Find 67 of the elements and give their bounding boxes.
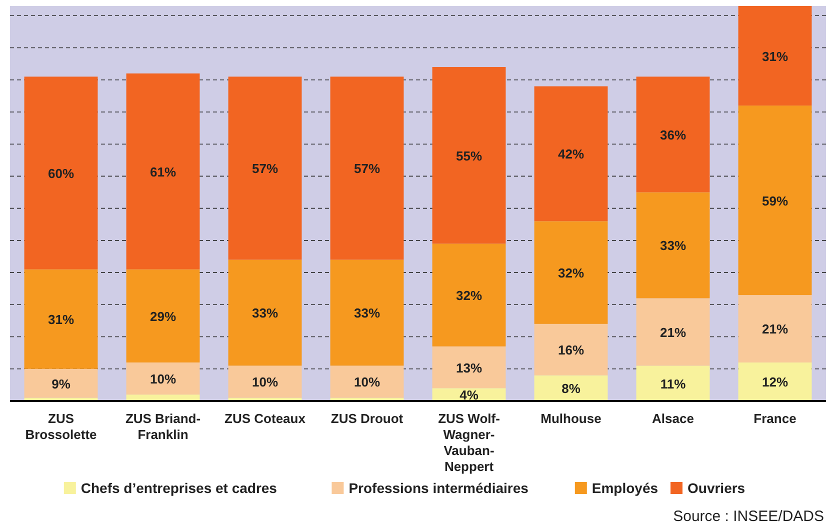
data-label: 12% [762, 374, 788, 390]
source-note: Source : INSEE/DADS [673, 508, 824, 525]
bar [534, 324, 608, 376]
bar [126, 362, 200, 395]
data-label: 61% [150, 164, 176, 180]
x-tick-label: ZUS Briand-Franklin [125, 411, 201, 442]
data-label: 42% [558, 146, 584, 162]
data-label: 55% [456, 148, 482, 164]
bar [534, 86, 608, 222]
bar [24, 76, 98, 270]
bar [738, 6, 812, 106]
bar [636, 192, 710, 298]
data-label: 10% [354, 374, 380, 390]
data-label: 4% [460, 388, 479, 403]
bar [534, 221, 608, 324]
data-label: 31% [48, 312, 74, 328]
bar [738, 106, 812, 296]
data-label: 32% [558, 266, 584, 281]
data-label: 36% [660, 127, 686, 142]
data-label: 29% [150, 308, 176, 324]
legend-label: Chefs d’entreprises et cadres [80, 480, 278, 496]
legend-label: Ouvriers [688, 480, 746, 496]
bar [330, 366, 404, 398]
bar [24, 269, 98, 369]
x-tick-label: France [754, 411, 796, 426]
data-label: 8% [562, 381, 581, 396]
bar [432, 346, 506, 388]
data-label: 57% [252, 161, 278, 176]
data-label: 33% [354, 306, 380, 321]
data-label: 11% [660, 376, 686, 392]
x-tick-label: Alsace [652, 411, 694, 426]
bar [636, 298, 710, 366]
bar [738, 295, 812, 362]
data-label: 31% [762, 48, 788, 64]
bar [636, 76, 710, 192]
bar [228, 366, 302, 398]
bar [432, 244, 506, 346]
bar [636, 366, 710, 401]
legend-label: Professions intermédiaires [348, 480, 529, 496]
data-label: 10% [252, 374, 278, 390]
data-label: 10% [150, 372, 176, 387]
data-label: 59% [762, 193, 788, 208]
x-tick-label: ZUS Drouot [330, 411, 404, 426]
bar [738, 362, 812, 401]
bar [126, 269, 200, 362]
bar [228, 76, 302, 260]
bar [228, 260, 302, 366]
data-label: 33% [660, 238, 686, 254]
bar [432, 67, 506, 244]
data-label: 9% [52, 376, 71, 392]
data-label: 32% [456, 288, 482, 304]
x-tick-label: Mulhouse [540, 411, 602, 426]
bar [330, 260, 404, 366]
data-label: 13% [456, 360, 482, 376]
bar [330, 76, 404, 260]
data-label: 21% [762, 322, 788, 337]
data-label: 21% [660, 324, 686, 340]
bar [24, 368, 98, 398]
x-tick-label: ZUS Coteaux [224, 411, 306, 426]
data-label: 57% [354, 161, 380, 176]
legend-label: Employés [592, 480, 658, 496]
data-label: 33% [252, 306, 278, 321]
x-tick-label: ZUS Wolf-Wagner-Vauban-Neppert [438, 411, 500, 474]
data-label: 60% [48, 166, 74, 181]
bar [126, 73, 200, 270]
x-tick-label: ZUS Brossolette [25, 411, 97, 442]
data-label: 16% [558, 342, 584, 358]
